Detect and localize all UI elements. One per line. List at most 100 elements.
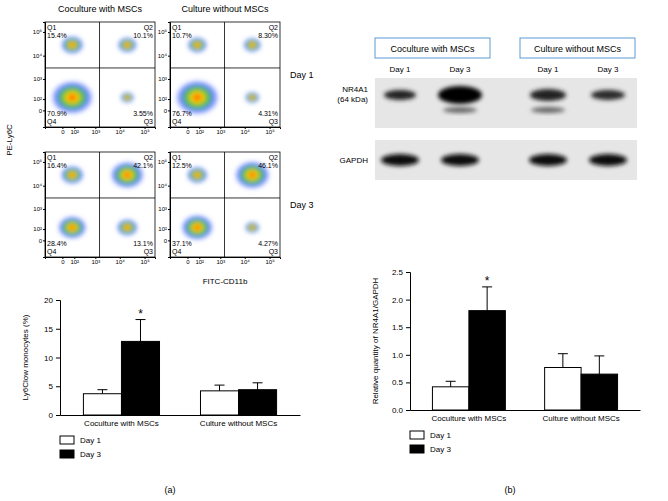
- density-cloud: [120, 92, 134, 103]
- tick: 10⁴: [158, 183, 170, 189]
- gate-line: [45, 67, 155, 68]
- bar: [239, 390, 277, 415]
- tick-label: 10⁵: [140, 129, 150, 135]
- tick: 0: [49, 411, 60, 420]
- lane-label: Day 3: [598, 65, 619, 74]
- legend-label: Day 3: [80, 450, 101, 459]
- plot-frame: [170, 152, 280, 257]
- error-bar: [482, 287, 492, 311]
- tick-label: 2.0: [392, 296, 404, 305]
- error-bar: [446, 381, 456, 387]
- tick-label: 15: [44, 325, 53, 334]
- tick-mark: [168, 110, 170, 111]
- error-stem: [102, 390, 103, 394]
- blot-band: [381, 154, 419, 166]
- quadrant-name: Q1: [172, 24, 181, 32]
- blot-band: [384, 90, 416, 100]
- quadrant-name: Q3: [269, 118, 278, 126]
- quadrant-percent: 70.9%: [47, 110, 67, 117]
- tick-label: 10⁴: [116, 129, 126, 135]
- lane-label: Day 1: [538, 65, 559, 74]
- row-label: GAPDH: [340, 156, 369, 165]
- tick-label: 0: [49, 411, 54, 420]
- quadrant-percent: 10.7%: [172, 32, 192, 39]
- plot-frame: [45, 22, 155, 127]
- tick-label: 0: [164, 238, 168, 244]
- tick: 10³: [91, 127, 100, 135]
- tick-mark: [43, 209, 45, 210]
- tick: 0: [61, 257, 65, 265]
- plot-frame: [170, 22, 280, 127]
- legend-entry: Day 3: [410, 445, 451, 454]
- row-label: NR4A1: [342, 85, 368, 94]
- axis-line: [168, 23, 171, 128]
- tick-mark: [406, 300, 410, 301]
- tick: 10⁵: [265, 127, 275, 135]
- plot-area: [432, 287, 617, 410]
- legend-swatch: [60, 450, 74, 458]
- tick: 0: [186, 127, 190, 135]
- legend-swatch: [60, 436, 74, 444]
- tick-mark: [406, 355, 410, 356]
- legend-label: Day 1: [430, 431, 451, 440]
- annotation: *: [138, 307, 143, 321]
- tick-mark: [168, 56, 170, 57]
- bar: [121, 341, 159, 415]
- tick-label: Culture without MSCs: [200, 419, 277, 428]
- tick-label: 20: [44, 296, 53, 305]
- quadrant-name: Q4: [47, 248, 56, 256]
- bar: [545, 367, 581, 410]
- legend-label: Day 1: [80, 436, 101, 445]
- blot-background: [375, 78, 637, 128]
- tick-label: 0: [61, 259, 65, 265]
- tick-mark: [168, 240, 170, 241]
- tick-label: 10⁴: [241, 259, 251, 265]
- error-cap: [594, 355, 604, 356]
- blot-band: [591, 90, 625, 100]
- tick: 0.5: [392, 378, 410, 387]
- tick: Coculture with MSCs: [432, 410, 507, 423]
- quadrant-percent: 76.7%: [172, 110, 192, 117]
- tick: 10³: [158, 206, 170, 212]
- tick: 10³: [216, 127, 225, 135]
- tick: 10⁵: [158, 29, 170, 35]
- error-bar: [253, 383, 263, 390]
- tick: 10⁴: [33, 53, 45, 59]
- axis-title: Ly6Clow monocytes (%): [21, 314, 30, 400]
- tick: 10²: [195, 127, 204, 135]
- tick: Culture without MSCs: [200, 415, 277, 428]
- axis: 010²10³10⁴10⁵: [46, 257, 156, 265]
- tick: 0.0: [392, 406, 410, 415]
- quadrant-name: Q3: [144, 118, 153, 126]
- quadrant-percent: 8.30%: [258, 32, 278, 39]
- tick-mark: [56, 329, 60, 330]
- tick-label: 2.5: [392, 268, 404, 277]
- tick-label: 10³: [216, 129, 225, 135]
- axis: 010²10³10⁴10⁵: [46, 127, 156, 135]
- tick-mark: [168, 79, 170, 80]
- quadrant-percent: 42.1%: [133, 162, 153, 169]
- tick: 0: [39, 238, 45, 244]
- tick-mark: [56, 415, 60, 416]
- tick: 10⁵: [33, 29, 45, 35]
- tick-label: 10²: [158, 96, 167, 102]
- tick-label: 10²: [195, 259, 204, 265]
- tick-label: 10³: [91, 259, 100, 265]
- tick-mark: [406, 272, 410, 273]
- error-stem: [450, 381, 451, 387]
- quadrant-percent: 10.1%: [133, 32, 153, 39]
- tick-label: 10⁴: [33, 183, 43, 189]
- axis-line: [61, 415, 301, 416]
- bar: [432, 387, 468, 410]
- tick-label: 0: [164, 108, 168, 114]
- plot-area: [45, 152, 155, 257]
- legend-entry: Day 1: [60, 436, 101, 445]
- tick-mark: [43, 56, 45, 57]
- tick: 0: [164, 108, 170, 114]
- tick-label: 10⁵: [140, 259, 150, 265]
- quadrant-name: Q3: [269, 248, 278, 256]
- axis: 010²10³10⁴10⁵: [171, 127, 281, 135]
- error-stem: [140, 320, 141, 342]
- tick-label: 5: [49, 382, 54, 391]
- quadrant-name: Q1: [172, 154, 181, 162]
